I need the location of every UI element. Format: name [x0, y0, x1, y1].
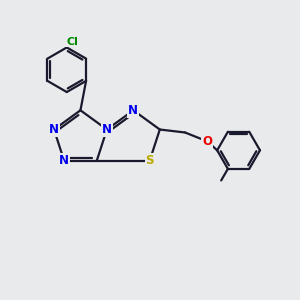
Text: N: N — [49, 123, 59, 136]
Text: N: N — [102, 123, 112, 136]
Text: S: S — [146, 154, 154, 167]
Text: Cl: Cl — [66, 37, 78, 46]
Text: N: N — [128, 104, 138, 117]
Text: N: N — [59, 154, 69, 167]
Text: O: O — [202, 135, 212, 148]
